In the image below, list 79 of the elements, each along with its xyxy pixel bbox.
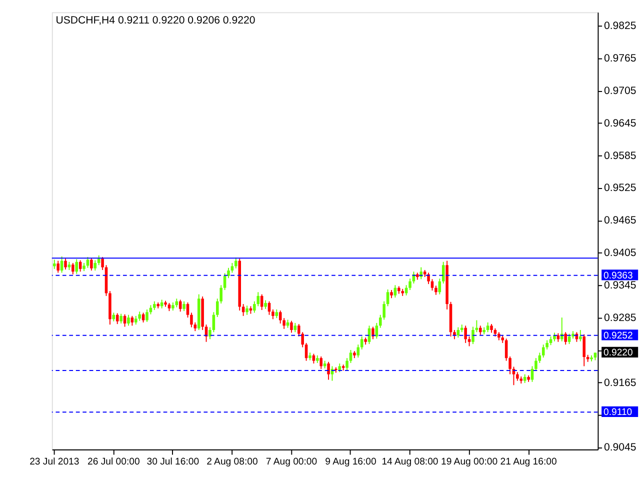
- y-tick-label: 0.9525: [604, 182, 636, 194]
- candlestick: [130, 315, 134, 326]
- candlestick: [320, 356, 322, 370]
- y-tick-label: 0.9045: [604, 442, 636, 454]
- candlestick: [90, 258, 93, 272]
- candlestick: [438, 278, 442, 295]
- y-tick-label: 0.9285: [604, 312, 636, 324]
- x-tick-label: 9 Aug 16:00: [325, 456, 376, 468]
- candlestick: [230, 262, 234, 274]
- candlestick: [349, 350, 352, 364]
- candlestick: [246, 305, 248, 316]
- x-tick-label: 21 Aug 16:00: [500, 456, 557, 468]
- candlestick: [478, 325, 482, 336]
- ref-line-label: 0.9252: [603, 330, 633, 342]
- candlestick: [142, 312, 145, 323]
- candlestick: [486, 322, 490, 333]
- candlestick: [242, 304, 245, 316]
- candlestick: [375, 322, 378, 340]
- candlestick: [56, 260, 60, 274]
- candlestick: [582, 334, 586, 367]
- y-tick-label: 0.9705: [604, 84, 636, 97]
- y-tick-label: 0.9585: [604, 150, 636, 162]
- candlestick: [94, 260, 97, 272]
- y-tick-label: 0.9765: [604, 52, 636, 64]
- candlestick: [312, 353, 316, 364]
- x-tick-label: 14 Aug 08:00: [382, 456, 438, 468]
- candlestick: [372, 326, 374, 340]
- candlestick: [360, 336, 364, 350]
- candlestick: [568, 333, 571, 345]
- candlestick: [116, 312, 119, 325]
- candlestick: [146, 308, 148, 322]
- candlestick: [468, 336, 471, 347]
- y-tick-label: 0.9405: [604, 247, 636, 260]
- candlestick: [190, 312, 193, 328]
- candlestick: [456, 326, 460, 338]
- x-tick-label: 2 Aug 08:00: [206, 456, 258, 468]
- candlestick: [86, 256, 90, 268]
- candlestick: [272, 308, 274, 320]
- candlestick: [278, 310, 282, 324]
- candlestick: [294, 322, 297, 333]
- candlestick: [453, 330, 456, 340]
- candlestick: [327, 361, 330, 380]
- candlestick: [234, 257, 238, 269]
- candlestick: [186, 302, 190, 318]
- y-tick-label: 0.9645: [604, 117, 636, 130]
- candlestick: [564, 332, 567, 346]
- y-tick-label: 0.9465: [604, 214, 636, 227]
- ref-line-label: 0.9363: [603, 270, 633, 282]
- candlestick: [120, 313, 122, 324]
- candlestick: [127, 314, 130, 326]
- ref-line-label: 0.9110: [603, 407, 632, 418]
- candlestick: [579, 330, 582, 342]
- candlestick: [386, 288, 390, 307]
- y-tick-label: 0.9165: [604, 376, 636, 389]
- candlestick: [138, 311, 141, 322]
- text: 0.9220: [603, 348, 633, 359]
- candlestick: [78, 260, 82, 272]
- candlestick: [223, 272, 226, 290]
- candlestick: [464, 325, 467, 344]
- candlestick: [75, 258, 78, 274]
- x-tick-label: 7 Aug 00:00: [266, 456, 318, 468]
- candlestick: [53, 259, 56, 270]
- candlestick: [64, 258, 67, 270]
- candlestick: [434, 285, 438, 296]
- y-tick-label: 0.9825: [604, 20, 636, 32]
- candlestick: [72, 262, 74, 275]
- candlestick: [182, 300, 186, 312]
- chart-title: USDCHF,H4 0.9211 0.9220 0.9206 0.9220: [56, 14, 256, 27]
- candlestick: [304, 342, 308, 362]
- candlestick: [346, 358, 348, 370]
- x-tick-label: 23 Jul 2013: [30, 456, 80, 468]
- y-tick-label: 0.9345: [604, 279, 636, 292]
- x-tick-label: 19 Aug 00:00: [440, 456, 498, 468]
- x-tick-label: 30 Jul 16:00: [146, 456, 200, 468]
- x-tick-label: 26 Jul 00:00: [88, 456, 140, 468]
- candlestick: [430, 278, 434, 292]
- candlestick: [101, 256, 104, 270]
- candlestick: [290, 320, 293, 334]
- candlestick: [97, 254, 100, 266]
